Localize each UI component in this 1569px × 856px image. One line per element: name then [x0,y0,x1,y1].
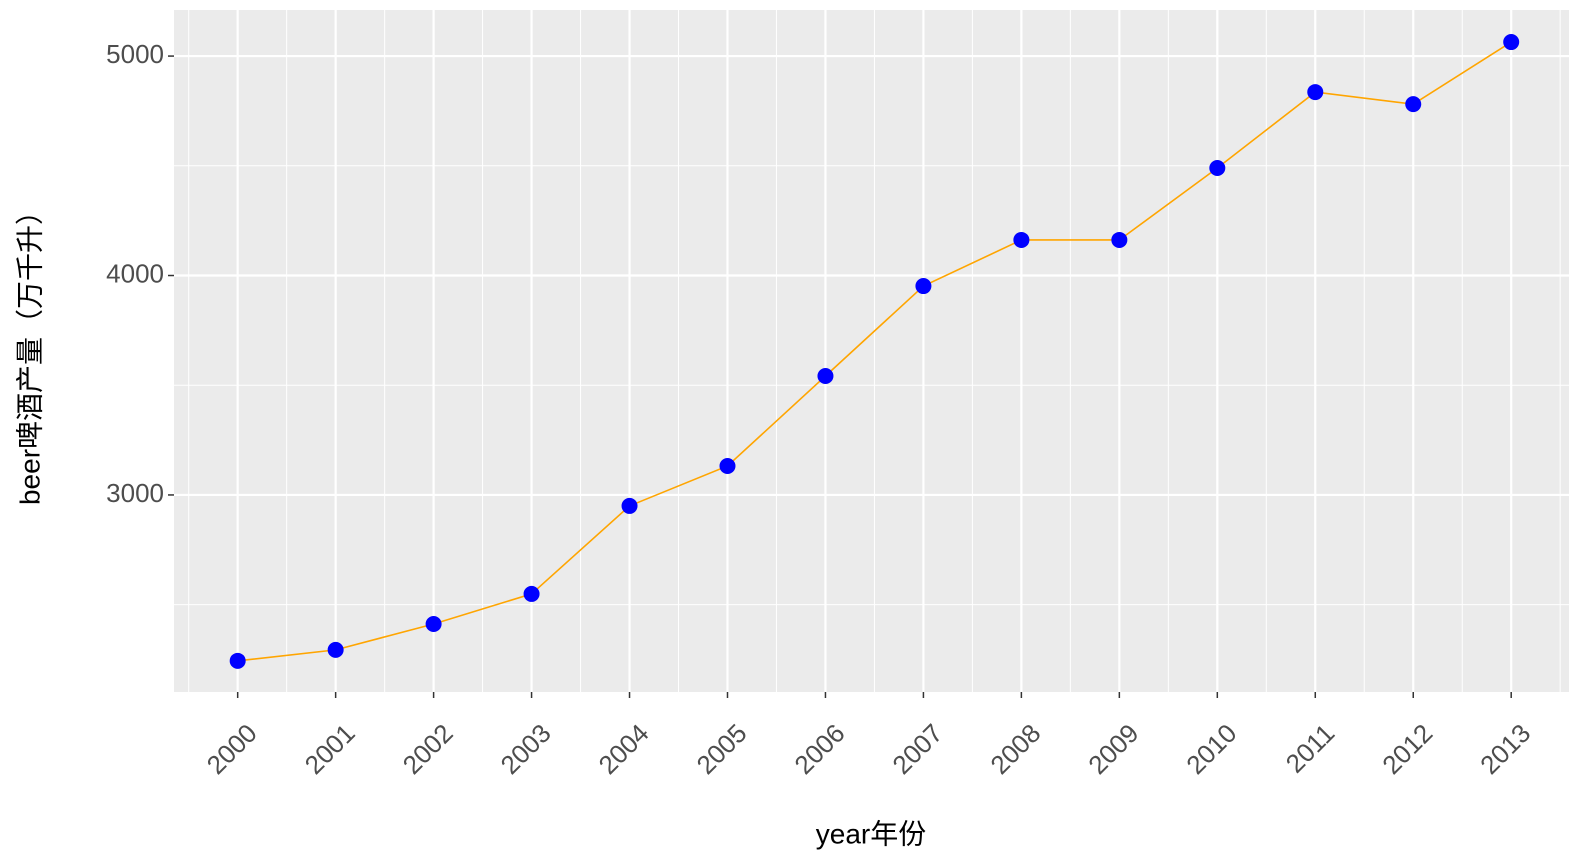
x-tick-label: 2012 [1376,718,1438,780]
marks [229,34,1520,669]
x-tick-label: 2009 [1082,718,1144,780]
point [621,497,638,514]
x-tick-label: 2004 [593,718,655,780]
point [327,641,344,658]
x-tick-label: 2001 [299,718,361,780]
y-tick-label: 5000 [106,39,164,69]
point [1111,231,1128,248]
y-axis-title: beer啤酒产量（万千升） [14,197,45,505]
x-tick-label: 2010 [1180,718,1242,780]
point [915,278,932,295]
point [1405,96,1422,113]
point [817,368,834,385]
x-tick-label: 2008 [984,718,1046,780]
x-tick-label: 2002 [397,718,459,780]
x-tick-label: 2005 [690,718,752,780]
x-tick-label: 2013 [1474,718,1536,780]
point [523,585,540,602]
line [237,41,1512,662]
point [229,652,246,669]
grid [174,10,1569,692]
x-tick-label: 2006 [788,718,850,780]
point [425,615,442,632]
point [1013,231,1030,248]
y-tick-label: 3000 [106,478,164,508]
point [1307,84,1324,101]
y-tick-label: 4000 [106,258,164,288]
point [1209,159,1226,176]
x-axis-title: year年份 [816,818,926,849]
point [719,457,736,474]
x-tick-label: 2003 [495,718,557,780]
x-tick-label: 2011 [1280,718,1341,779]
x-tick-label: 2007 [886,718,948,780]
point [1503,34,1520,51]
panel [174,10,1569,692]
x-tick-label: 2000 [201,718,263,780]
